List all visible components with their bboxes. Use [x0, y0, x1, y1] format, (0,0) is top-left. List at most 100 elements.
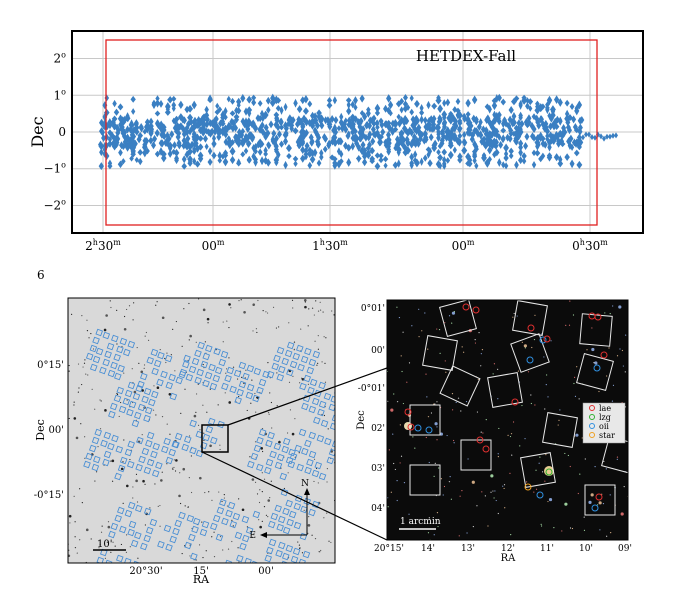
- br-star: [569, 527, 572, 529]
- top-footprint-mark: [447, 150, 454, 160]
- top-footprint-mark: [300, 154, 306, 163]
- bl-star: [179, 502, 182, 505]
- bl-ifu-square: [215, 565, 221, 571]
- br-source-lae: [476, 436, 484, 444]
- top-footprint-mark: [462, 138, 468, 147]
- br-star: [611, 400, 614, 402]
- bl-ifu-square: [174, 519, 183, 528]
- bl-star: [328, 540, 330, 542]
- top-footprint-mark: [310, 111, 316, 120]
- top-x-ticklabels: 2h30m 00m 1h30m 00m 0h30m: [85, 238, 608, 253]
- top-footprint-mark: [374, 162, 381, 171]
- bl-x-ticklabel: 00': [258, 566, 273, 577]
- bl-ifu-square: [276, 346, 285, 355]
- top-footprint-mark: [316, 109, 322, 117]
- top-footprint-mark: [345, 97, 352, 104]
- br-ifu-box: [409, 464, 441, 496]
- bl-ifu-square: [91, 573, 97, 579]
- top-footprint-mark: [422, 154, 428, 162]
- bl-ifu-square: [268, 520, 276, 529]
- top-footprint-mark: [260, 128, 266, 137]
- br-ifu-box: [579, 313, 613, 347]
- bl-star: [324, 362, 326, 364]
- bl-ifu-square: [209, 382, 218, 391]
- top-footprint-mark: [271, 129, 277, 138]
- bl-ifu-square: [126, 408, 134, 417]
- top-footprint-mark: [353, 96, 358, 105]
- top-footprint-mark: [118, 114, 124, 123]
- bl-ifu-square: [140, 542, 148, 551]
- br-source-lae: [600, 351, 608, 359]
- br-star: [572, 314, 575, 316]
- br-star: [616, 458, 618, 460]
- top-footprint-mark: [457, 117, 463, 125]
- bl-ifu-square: [126, 460, 135, 469]
- hetdex-fall-boundary: [105, 39, 598, 226]
- bl-ifu-square: [189, 419, 197, 428]
- bl-ifu-square: [304, 439, 312, 448]
- bl-ifu-square: [127, 381, 136, 390]
- bl-ifu-square: [241, 534, 250, 543]
- bl-ifu-square: [92, 355, 101, 364]
- br-ifu-box: [439, 365, 481, 407]
- top-footprint-mark: [171, 95, 177, 102]
- bl-ifu-square: [102, 331, 111, 340]
- bl-ifu-square: [146, 356, 154, 365]
- bl-star: [286, 432, 289, 434]
- top-footprint-mark: [572, 123, 578, 132]
- bl-star: [225, 372, 227, 374]
- bl-star: [294, 418, 296, 420]
- bl-ifu-square: [293, 575, 299, 581]
- br-star: [565, 324, 567, 326]
- top-footprint-mark: [212, 127, 218, 136]
- br-star: [418, 308, 420, 310]
- top-footprint-mark: [457, 111, 463, 120]
- br-star: [436, 512, 439, 514]
- br-star: [540, 525, 543, 527]
- bl-ifu-square: [281, 445, 289, 454]
- top-x-ticklabel: 00m: [202, 238, 225, 253]
- bl-ifu-square: [236, 582, 242, 588]
- bl-star: [135, 473, 138, 475]
- bl-x-ticklabel: 20°30': [129, 566, 162, 577]
- br-star: [495, 499, 497, 502]
- bl-ifu-square: [317, 408, 325, 417]
- top-footprint-mark: [523, 141, 529, 150]
- bl-star: [195, 559, 197, 561]
- br-x-ticklabel: 12': [501, 544, 515, 554]
- bl-ifu-square: [160, 370, 168, 379]
- top-footprint-mark: [236, 131, 242, 140]
- top-footprint-mark: [211, 139, 217, 148]
- tick-base: 2: [54, 52, 62, 66]
- br-star: [588, 500, 592, 504]
- bl-star: [159, 504, 161, 507]
- bl-star: [255, 328, 258, 330]
- top-footprint-mark: [564, 99, 570, 107]
- br-ifu-box: [542, 412, 578, 448]
- bl-star: [271, 427, 273, 429]
- bl-star: [265, 514, 268, 516]
- bl-star: [228, 303, 231, 306]
- br-star: [393, 462, 395, 465]
- br-star: [625, 334, 627, 336]
- br-star: [408, 513, 410, 515]
- bl-star: [313, 314, 315, 316]
- bl-star: [91, 388, 93, 390]
- bl-star: [238, 561, 240, 563]
- top-footprint-mark: [378, 157, 384, 164]
- bl-star: [161, 471, 163, 473]
- top-footprint-mark: [399, 106, 404, 114]
- top-footprint-mark: [117, 103, 124, 111]
- top-footprint-mark: [191, 147, 197, 155]
- top-footprint-mark: [117, 160, 124, 169]
- top-footprint-mark: [251, 99, 257, 107]
- bl-ifu-square: [314, 461, 323, 470]
- bl-ifu-square: [218, 358, 227, 367]
- br-star: [547, 500, 549, 503]
- top-footprint-mark: [516, 132, 522, 141]
- top-footprint-mark: [187, 104, 194, 113]
- top-footprint-mark: [114, 123, 120, 132]
- bl-star: [313, 458, 316, 460]
- bl-star: [133, 302, 135, 304]
